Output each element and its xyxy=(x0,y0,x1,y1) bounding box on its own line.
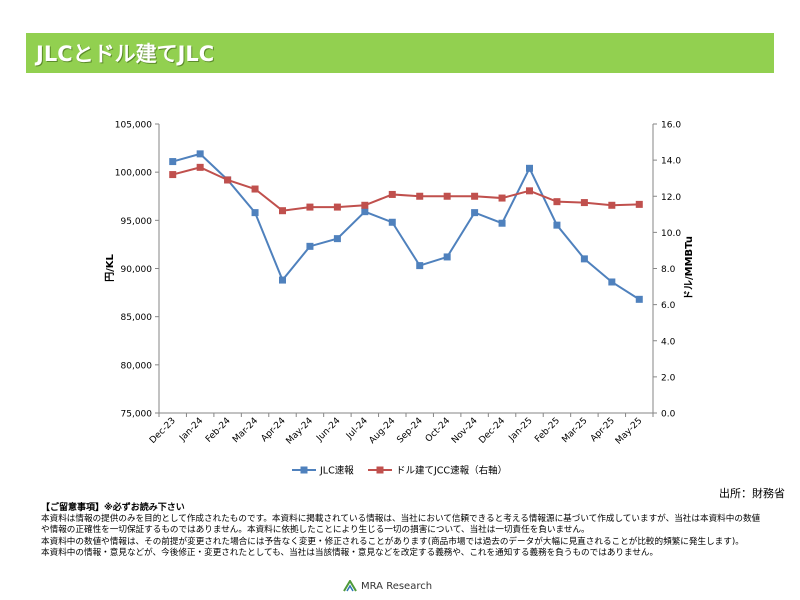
x-tick-label: Dec-24 xyxy=(477,416,507,446)
data-point xyxy=(608,278,616,286)
y2-tick-label: 16.0 xyxy=(661,121,681,131)
chart-series xyxy=(169,150,643,303)
data-point xyxy=(443,192,451,200)
data-point xyxy=(553,198,561,206)
legend-swatch-marker xyxy=(300,466,308,474)
data-point xyxy=(251,185,259,193)
y-tick-label: 95,000 xyxy=(121,217,153,227)
x-tick-label: Nov-24 xyxy=(450,416,480,446)
disclaimer-line: 本資料中の数値や情報は、その前提が変更された場合には予告なく変更・修正されること… xyxy=(41,536,744,547)
y2-tick-label: 10.0 xyxy=(661,229,681,239)
x-tick-label: Mar-25 xyxy=(560,416,589,445)
x-tick-label: Jul-24 xyxy=(344,416,370,442)
x-tick-label: May-25 xyxy=(614,416,645,447)
data-point xyxy=(498,219,506,227)
x-tick-label: Feb-25 xyxy=(533,416,562,445)
x-tick-label: Jun-24 xyxy=(314,416,342,444)
y2-tick-label: 8.0 xyxy=(661,265,676,275)
data-point xyxy=(251,209,259,217)
y-tick-label: 85,000 xyxy=(121,313,153,323)
disclaimer: 【ご留意事項】※必ずお読み下さい 本資料は情報の提供のみを目的として作成されたも… xyxy=(41,503,761,559)
data-point xyxy=(580,199,588,207)
x-tick-label: Feb-24 xyxy=(204,416,233,445)
data-point xyxy=(333,203,341,211)
y-tick-label: 90,000 xyxy=(121,265,153,275)
data-point xyxy=(635,295,643,303)
disclaimer-header: 【ご留意事項】※必ずお読み下さい xyxy=(41,503,185,513)
y2-tick-label: 6.0 xyxy=(661,301,676,311)
x-tick-label: Jan-24 xyxy=(177,416,205,444)
y-tick-label: 80,000 xyxy=(121,361,153,371)
mra-logo: MRA Research xyxy=(343,580,432,592)
legend-swatch-marker xyxy=(376,466,384,474)
data-point xyxy=(526,164,533,172)
series-line xyxy=(172,152,640,301)
data-point xyxy=(498,194,506,202)
disclaimer-line: 本資料中の情報・意見などが、今後修正・変更されたとしても、当社は当該情報・意見な… xyxy=(41,547,659,558)
page-title: JLCとドル建てJLC xyxy=(36,42,215,66)
series-line xyxy=(172,166,640,212)
x-tick-label: Mar-24 xyxy=(231,416,260,445)
chart-legend: JLC速報 ドル建てJCC速報（右軸） xyxy=(292,465,507,477)
x-tick-label: Apr-25 xyxy=(589,416,617,444)
data-point xyxy=(443,253,451,261)
y2-tick-label: 14.0 xyxy=(661,157,681,167)
y-tick-label: 100,000 xyxy=(115,169,152,179)
data-point xyxy=(361,208,369,216)
data-point xyxy=(388,218,396,226)
x-tick-label: Jan-25 xyxy=(507,416,535,444)
data-point xyxy=(361,201,369,209)
x-tick-label: May-24 xyxy=(285,416,316,447)
data-point xyxy=(608,201,616,209)
legend-label: JLC速報 xyxy=(319,466,354,477)
data-point xyxy=(306,242,314,250)
x-tick-label: Dec-23 xyxy=(148,416,178,446)
data-point xyxy=(580,255,588,263)
data-point xyxy=(224,176,232,184)
legend-label: ドル建てJCC速報（右軸） xyxy=(396,465,507,477)
disclaimer-line: 本資料は情報の提供のみを目的として作成されたものです。本資料に掲載されている情報… xyxy=(41,514,761,536)
data-point xyxy=(169,171,177,179)
data-point xyxy=(416,192,424,200)
mra-logo-icon xyxy=(343,580,357,592)
data-point xyxy=(635,200,643,208)
data-point xyxy=(196,163,204,171)
data-point xyxy=(169,158,177,166)
x-tick-label: Aug-24 xyxy=(368,416,398,446)
y2-tick-label: 2.0 xyxy=(661,373,676,383)
y2-tick-label: 4.0 xyxy=(661,337,676,347)
logo-text: MRA Research xyxy=(361,580,433,592)
data-point xyxy=(471,209,479,217)
data-point xyxy=(279,276,286,284)
y-tick-label: 105,000 xyxy=(115,121,152,131)
x-tick-label: Sep-24 xyxy=(395,416,425,446)
data-point xyxy=(279,207,286,215)
data-point xyxy=(553,221,561,229)
y2-tick-label: 12.0 xyxy=(661,193,681,203)
y2-axis-label: ドル/MMBTu xyxy=(683,236,695,300)
y-axis-label: 円/KL xyxy=(104,253,116,281)
data-point xyxy=(471,192,479,200)
data-point xyxy=(416,262,424,270)
data-point xyxy=(196,150,204,158)
y-tick-label: 75,000 xyxy=(121,410,153,420)
data-point xyxy=(388,190,396,198)
y2-tick-label: 0.0 xyxy=(661,410,676,420)
data-point xyxy=(333,235,341,243)
x-tick-label: Oct-24 xyxy=(424,416,453,445)
source-note: 出所：財務省 xyxy=(719,487,785,500)
data-point xyxy=(306,203,314,211)
data-point xyxy=(526,187,533,195)
title-bar: JLCとドル建てJLC xyxy=(26,33,774,73)
